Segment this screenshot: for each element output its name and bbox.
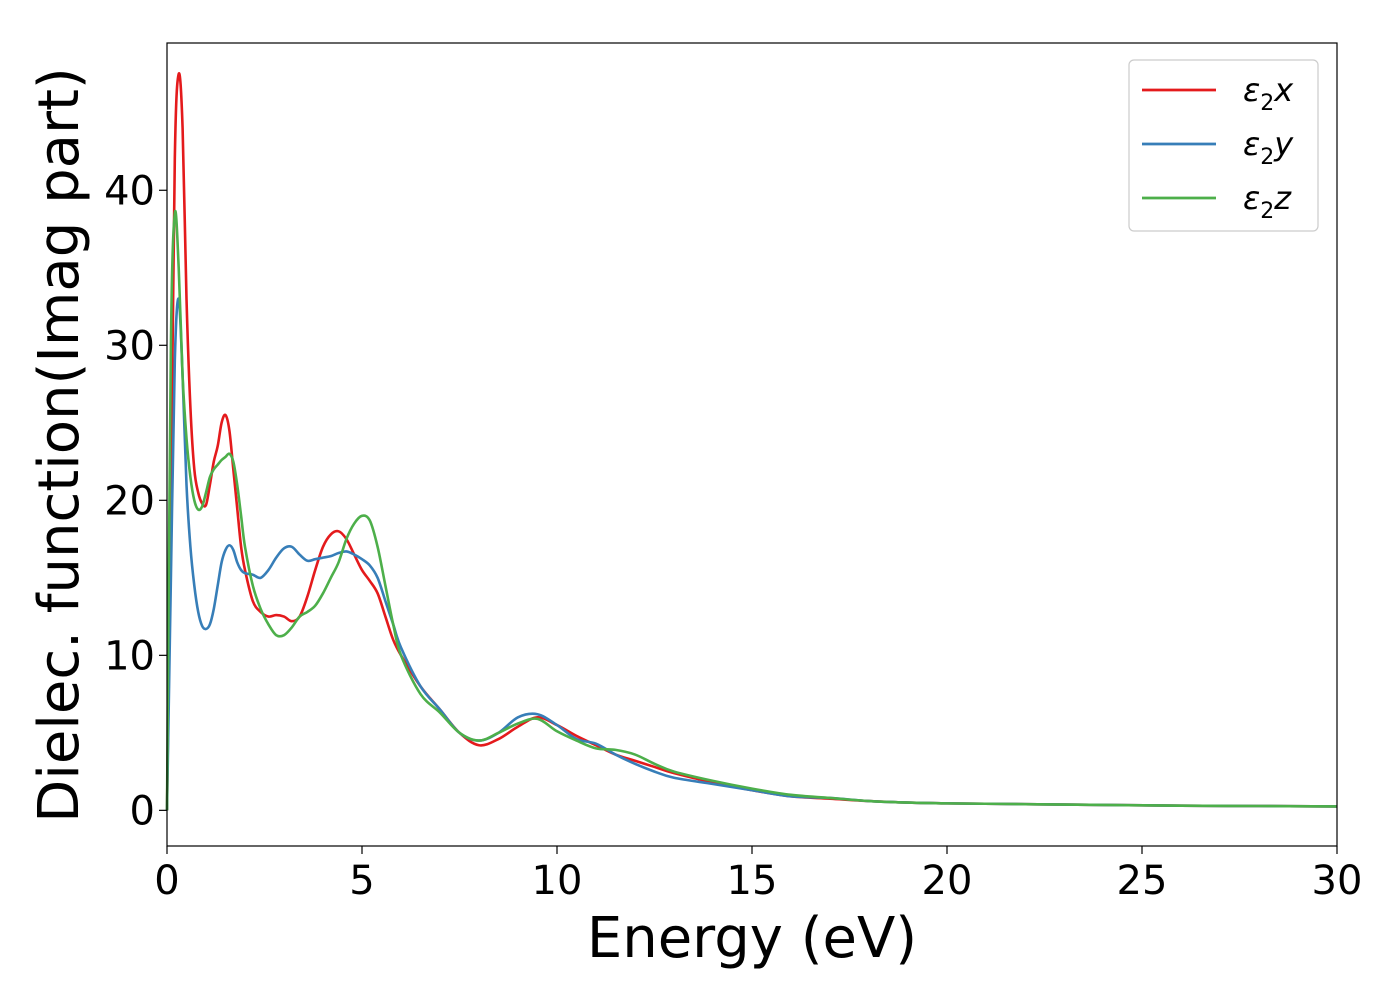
x-tick-label: 5 (349, 858, 374, 904)
x-tick-label: 20 (922, 858, 973, 904)
y-tick-label: 10 (104, 633, 155, 679)
y-axis: 0 10 20 30 40 (104, 168, 167, 834)
y-tick-label: 0 (130, 788, 155, 834)
legend-subscript: 2 (1260, 91, 1274, 116)
x-tick-label: 15 (727, 858, 778, 904)
x-axis-label: Energy (eV) (587, 906, 917, 971)
legend-symbol: ε (1243, 125, 1260, 163)
legend-variable: x (1273, 71, 1294, 109)
legend-symbol: ε (1243, 71, 1260, 109)
legend-label-x: ε2x (1243, 71, 1294, 116)
legend-variable: y (1273, 125, 1294, 163)
series-line-y (165, 297, 1338, 811)
x-tick-label: 30 (1312, 858, 1363, 904)
series-lines (165, 71, 1338, 811)
legend-label-z: ε2z (1243, 179, 1292, 224)
y-tick-label: 30 (104, 323, 155, 369)
legend-variable: z (1273, 179, 1292, 217)
legend-subscript: 2 (1260, 199, 1274, 224)
y-tick-label: 40 (104, 168, 155, 214)
x-tick-label: 25 (1117, 858, 1168, 904)
x-tick-label: 0 (154, 858, 179, 904)
legend-label-y: ε2y (1243, 125, 1294, 170)
legend-subscript: 2 (1260, 145, 1274, 170)
y-axis-label: Dielec. function(Imag part) (27, 67, 92, 823)
x-axis: 0 5 10 15 20 25 30 (154, 846, 1362, 904)
legend-box (1128, 59, 1319, 232)
series-line-x (165, 71, 1338, 811)
series-line-z (165, 209, 1338, 811)
x-tick-label: 10 (532, 858, 583, 904)
legend-symbol: ε (1243, 179, 1260, 217)
y-tick-label: 20 (104, 478, 155, 524)
